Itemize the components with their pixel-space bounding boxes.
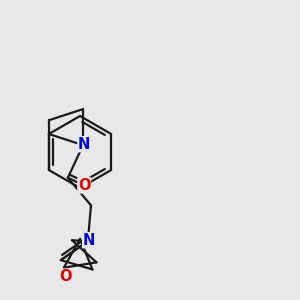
Text: O: O — [78, 178, 90, 193]
Text: N: N — [78, 136, 90, 152]
Text: N: N — [83, 233, 95, 248]
Text: O: O — [59, 269, 71, 284]
